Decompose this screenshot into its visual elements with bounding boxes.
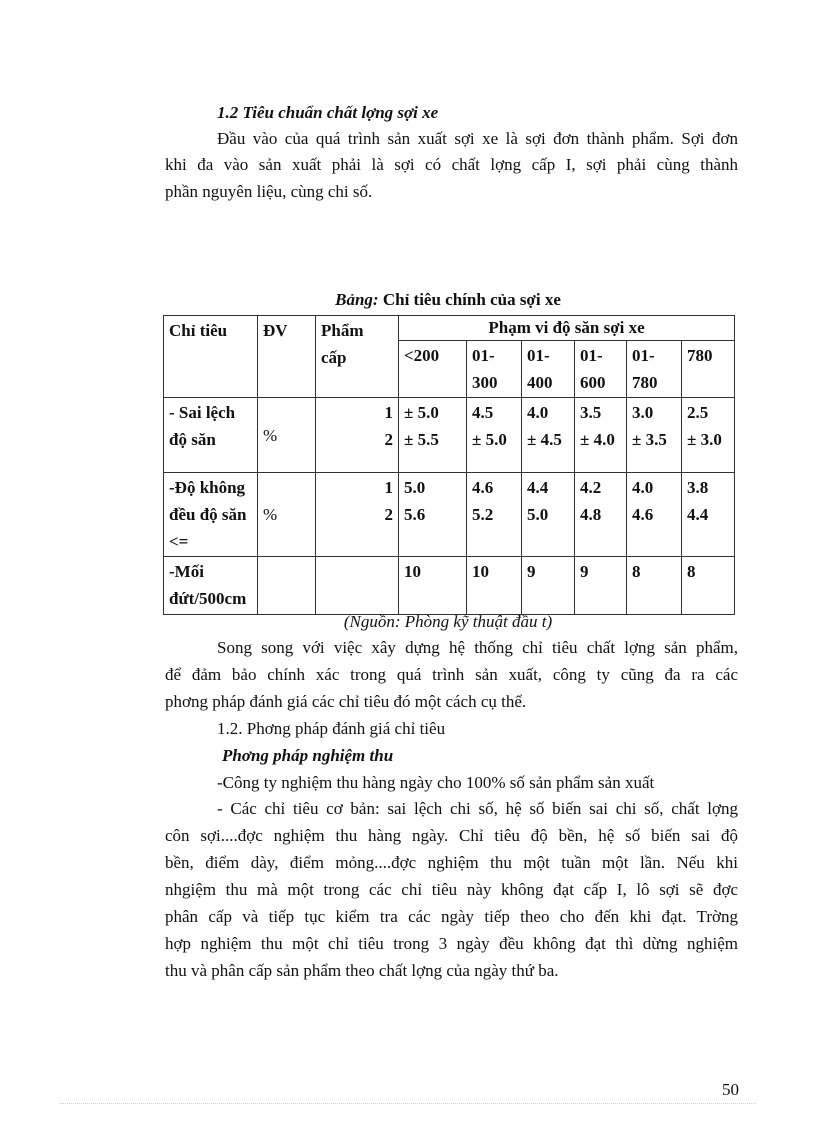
page-number: 50 — [722, 1080, 739, 1099]
para3-line: thu và phân cấp sản phẩm theo chất lợng … — [165, 961, 559, 980]
header-range: <200 — [398, 340, 467, 398]
row-value: 3.5 ± 4.0 — [574, 397, 627, 473]
table-row: -Mối đứt/500cm 10 10 9 9 8 8 — [163, 556, 736, 615]
row-value: 8 — [680, 556, 736, 615]
caption-prefix: Bảng: — [335, 290, 379, 309]
table-row: -Độ không đều độ săn <=% 1 2 5.0 5.6 4.6 5.… — [163, 472, 736, 557]
para3-line: phân cấp và tiếp tục kiểm tra các ngày t… — [165, 907, 738, 926]
row-value: 10 — [466, 556, 522, 615]
section-heading: 1.2 Tiêu chuẩn chất lợng sợi xe — [217, 103, 439, 122]
row-value: 2.5 ± 3.0 — [680, 397, 736, 473]
table-source: (Nguồn: Phòng kỹ thuật đầu t) — [343, 612, 553, 631]
row-grades: 1 2 — [315, 472, 399, 557]
row-value: 4.2 4.8 — [574, 472, 627, 557]
header-pham-cap: Phẩm cấp — [315, 315, 399, 398]
row-name: -Mối đứt/500cm — [163, 556, 258, 615]
intro-line: Đầu vào của quá trình sản xuất sợi xe là… — [217, 129, 738, 148]
row-value: 3.8 4.4 — [680, 472, 736, 557]
row-grades — [315, 556, 399, 615]
row-value: 8 — [626, 556, 682, 615]
table-row: - Sai lệch độ săn% 1 2 ± 5.0 ± 5.5 4.5 ± 5.… — [163, 397, 736, 473]
header-range-group: Phạm vi độ săn sợi xe — [397, 315, 736, 341]
subsection-title: 1.2. Phơng pháp đánh giá chỉ tiêu — [217, 719, 446, 738]
header-dv: ĐV — [257, 315, 316, 398]
page-border — [60, 1103, 756, 1104]
intro-line: phần nguyên liệu, cùng chi số. — [165, 182, 373, 201]
row-value: 4.0 ± 4.5 — [521, 397, 575, 473]
para3-line: côn sợi....đợc nghiệm thu hàng ngày. Chỉ… — [165, 826, 738, 845]
row-value: 4.5 ± 5.0 — [466, 397, 522, 473]
row-value: 9 — [521, 556, 575, 615]
row-value: 10 — [398, 556, 467, 615]
row-unit — [257, 556, 316, 615]
row-name: - Sai lệch độ săn — [163, 397, 258, 473]
intro-line: khi đa vào sản xuất phải là sợi có chất … — [165, 155, 738, 174]
row-value: 4.4 5.0 — [521, 472, 575, 557]
para2-line: Song song với việc xây dựng hệ thống chỉ… — [217, 638, 738, 657]
table-caption: Bảng: Chỉ tiêu chính của sợi xe — [163, 290, 733, 310]
para3-line: hợp nghiệm thu một chỉ tiêu trong 3 ngày… — [165, 934, 738, 953]
row-value: 4.0 4.6 — [626, 472, 682, 557]
row-value: 3.0 ± 3.5 — [626, 397, 682, 473]
header-range: 01- 400 — [521, 340, 575, 398]
row-value: 4.6 5.2 — [466, 472, 522, 557]
para3-line: bền, điểm dày, điểm mỏng....đợc nghiệm t… — [165, 853, 738, 872]
header-range: 01- 300 — [466, 340, 522, 398]
para3-line: nhgiệm thu mà một trong các chỉ tiêu này… — [165, 880, 738, 899]
row-value: 9 — [574, 556, 627, 615]
header-chi-tieu: Chỉ tiêu — [163, 315, 258, 398]
para2-line: để đảm bảo chính xác trong quá trình sản… — [165, 665, 738, 684]
header-range: 01- 780 — [626, 340, 682, 398]
row-unit: % — [257, 397, 316, 473]
row-unit: % — [257, 472, 316, 557]
caption-text: Chỉ tiêu chính của sợi xe — [382, 290, 561, 309]
para3-line: - Các chỉ tiêu cơ bản: sai lệch chi số, … — [217, 799, 738, 818]
spec-table: Chỉ tiêu ĐV Phẩm cấp Phạm vi độ săn sợi … — [163, 315, 736, 615]
subheading: Phơng pháp nghiệm thu — [222, 746, 394, 765]
para2-line: phơng pháp đánh giá các chỉ tiêu đó một … — [165, 692, 527, 711]
header-range: 01- 600 — [574, 340, 627, 398]
row-value: 5.0 5.6 — [398, 472, 467, 557]
row-grades: 1 2 — [315, 397, 399, 473]
row-name: -Độ không đều độ săn <= — [163, 472, 258, 557]
header-range: 780 — [680, 340, 736, 398]
bullet-line: -Công ty nghiệm thu hàng ngày cho 100% s… — [217, 773, 655, 792]
row-value: ± 5.0 ± 5.5 — [398, 397, 467, 473]
